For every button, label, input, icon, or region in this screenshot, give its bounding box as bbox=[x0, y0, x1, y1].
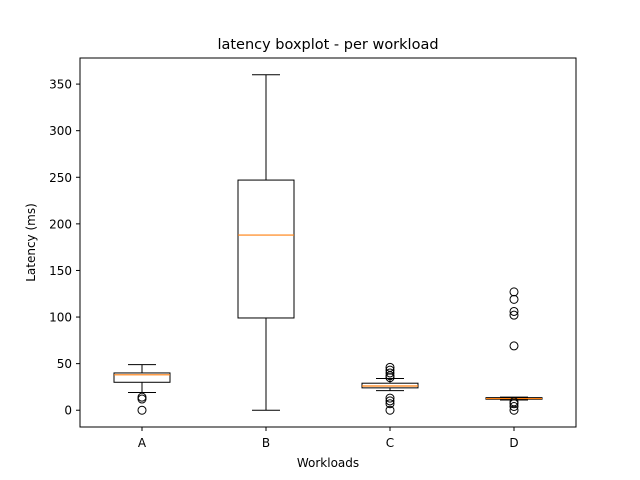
outlier-point bbox=[137, 392, 147, 402]
outlier-point bbox=[509, 294, 519, 304]
outlier-point bbox=[385, 362, 395, 372]
outlier-point bbox=[385, 396, 395, 406]
box-group-D bbox=[485, 287, 543, 415]
outlier-point bbox=[385, 393, 395, 403]
outlier-point bbox=[385, 368, 395, 378]
y-axis: 0 50 100 150 200 250 300 350 bbox=[49, 78, 80, 418]
box-group-A bbox=[113, 364, 171, 415]
outlier-point bbox=[137, 405, 147, 415]
y-tick-label: 50 bbox=[57, 357, 72, 371]
box-group-B bbox=[237, 74, 295, 411]
y-tick-label: 0 bbox=[64, 404, 72, 418]
outlier-point bbox=[509, 287, 519, 297]
chart-title: latency boxplot - per workload bbox=[217, 37, 438, 53]
x-tick-label: D bbox=[509, 436, 518, 450]
box-iqr bbox=[237, 179, 295, 319]
y-tick-label: 250 bbox=[49, 171, 72, 185]
outlier-point bbox=[509, 310, 519, 320]
x-tick-label: C bbox=[386, 436, 394, 450]
box-iqr bbox=[113, 372, 171, 383]
x-tick-label: A bbox=[138, 436, 147, 450]
y-tick-label: 200 bbox=[49, 217, 72, 231]
outlier-point bbox=[385, 399, 395, 409]
y-tick-label: 350 bbox=[49, 78, 72, 92]
plot-area-frame bbox=[79, 57, 577, 428]
plot-marks bbox=[113, 74, 543, 415]
outlier-point bbox=[509, 341, 519, 351]
y-tick-label: 100 bbox=[49, 311, 72, 325]
outlier-point bbox=[385, 405, 395, 415]
outlier-point bbox=[385, 365, 395, 375]
x-tick-label: B bbox=[262, 436, 270, 450]
y-axis-label: Latency (ms) bbox=[24, 203, 38, 282]
outlier-point bbox=[509, 402, 519, 411]
outlier-point bbox=[509, 397, 519, 407]
box-group-C bbox=[361, 362, 419, 415]
x-axis: A B C D bbox=[138, 427, 519, 450]
y-tick-label: 300 bbox=[49, 124, 72, 138]
outlier-point bbox=[509, 306, 519, 316]
y-tick-label: 150 bbox=[49, 264, 72, 278]
x-axis-label: Workloads bbox=[297, 456, 359, 470]
